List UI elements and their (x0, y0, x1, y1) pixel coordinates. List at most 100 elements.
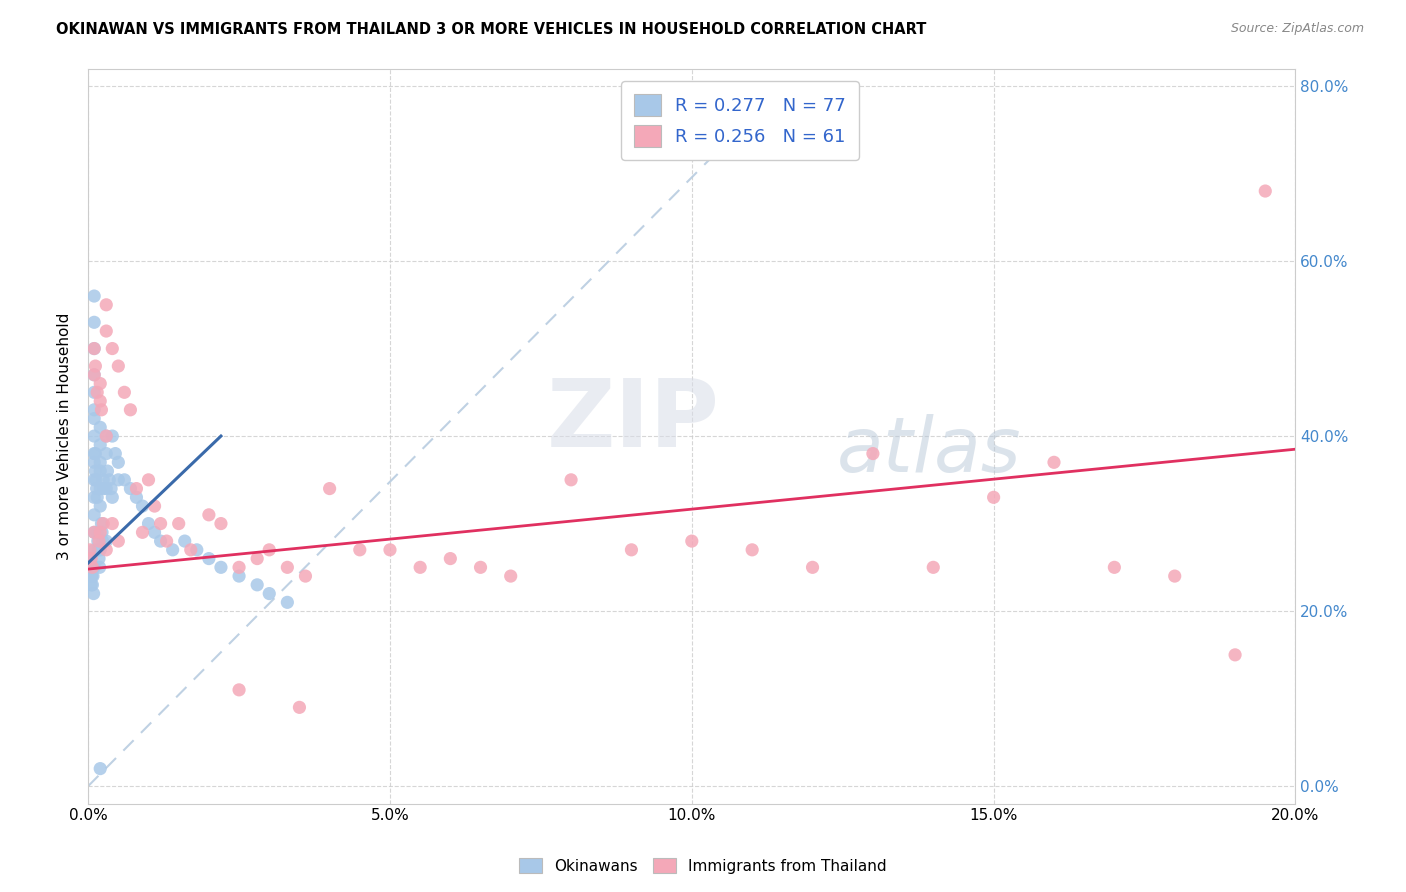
Point (89, 482, 111, 496)
Point (288, 700, 311, 714)
Point (107, 455, 129, 469)
Point (138, 473, 160, 487)
Point (86, 482, 108, 496)
Point (741, 542, 763, 557)
Point (89, 394, 111, 409)
Point (125, 482, 148, 496)
Point (120, 482, 142, 496)
Point (96, 298, 118, 312)
Point (96, 482, 118, 496)
Text: Source: ZipAtlas.com: Source: ZipAtlas.com (1230, 22, 1364, 36)
Point (257, 542, 280, 557)
Point (89, 560, 111, 574)
Point (107, 534, 129, 549)
Point (294, 569, 316, 583)
Legend: R = 0.277   N = 77, R = 0.256   N = 61: R = 0.277 N = 77, R = 0.256 N = 61 (621, 81, 859, 160)
Point (1223, 648, 1246, 662)
Point (83, 342, 105, 356)
Point (83, 289, 105, 303)
Point (87, 542, 110, 557)
Point (80, 569, 103, 583)
Point (79, 560, 101, 574)
Point (89, 455, 111, 469)
Point (209, 516, 232, 531)
Point (83, 560, 105, 574)
Point (98, 473, 121, 487)
Point (96, 446, 118, 460)
Point (560, 473, 582, 487)
Point (83, 402, 105, 417)
Text: ZIP: ZIP (547, 376, 720, 467)
Point (86, 525, 108, 540)
Point (83, 586, 105, 600)
Point (87, 534, 110, 549)
Point (276, 595, 298, 609)
Point (499, 569, 522, 583)
Point (681, 534, 703, 549)
Point (131, 525, 153, 540)
Text: atlas: atlas (837, 414, 1021, 488)
Point (83, 315, 105, 329)
Point (112, 473, 135, 487)
Point (209, 560, 232, 574)
Point (83, 542, 105, 557)
Point (143, 499, 166, 513)
Point (89, 420, 111, 434)
Point (143, 525, 166, 540)
Point (80, 578, 103, 592)
Point (112, 385, 135, 400)
Point (90, 402, 112, 417)
Point (922, 560, 945, 574)
Point (96, 542, 118, 557)
Point (409, 560, 432, 574)
Point (228, 569, 250, 583)
Point (138, 516, 160, 531)
Point (91, 473, 114, 487)
Point (91, 516, 114, 531)
Point (96, 324, 118, 338)
Point (90, 516, 112, 531)
Point (82, 578, 104, 592)
Point (107, 359, 129, 373)
Point (186, 542, 208, 557)
Point (100, 482, 122, 496)
Point (86, 491, 108, 505)
Point (83, 368, 105, 382)
Point (84, 464, 107, 478)
Point (87, 551, 110, 566)
Point (80, 551, 103, 566)
Point (1043, 455, 1066, 469)
Point (149, 516, 172, 531)
Point (89, 464, 111, 478)
Point (318, 482, 340, 496)
Point (89, 499, 111, 513)
Point (156, 534, 179, 549)
Point (620, 542, 643, 557)
Point (120, 402, 142, 417)
Point (1164, 569, 1187, 583)
Point (83, 455, 105, 469)
Point (1254, 184, 1277, 198)
Point (89, 376, 111, 391)
Text: OKINAWAN VS IMMIGRANTS FROM THAILAND 3 OR MORE VEHICLES IN HOUSEHOLD CORRELATION: OKINAWAN VS IMMIGRANTS FROM THAILAND 3 O… (56, 22, 927, 37)
Point (198, 508, 221, 522)
Point (83, 525, 105, 540)
Point (107, 473, 129, 487)
Point (96, 534, 118, 549)
Point (131, 499, 153, 513)
Point (257, 586, 280, 600)
Point (101, 342, 124, 356)
Point (83, 525, 105, 540)
Point (84, 473, 107, 487)
Point (439, 551, 461, 566)
Point (101, 516, 124, 531)
Point (470, 560, 492, 574)
Point (801, 560, 824, 574)
Point (104, 446, 127, 460)
Point (79, 542, 101, 557)
Point (79, 551, 101, 566)
Point (228, 560, 250, 574)
Point (167, 516, 190, 531)
Point (87, 534, 110, 549)
Point (80, 569, 103, 583)
